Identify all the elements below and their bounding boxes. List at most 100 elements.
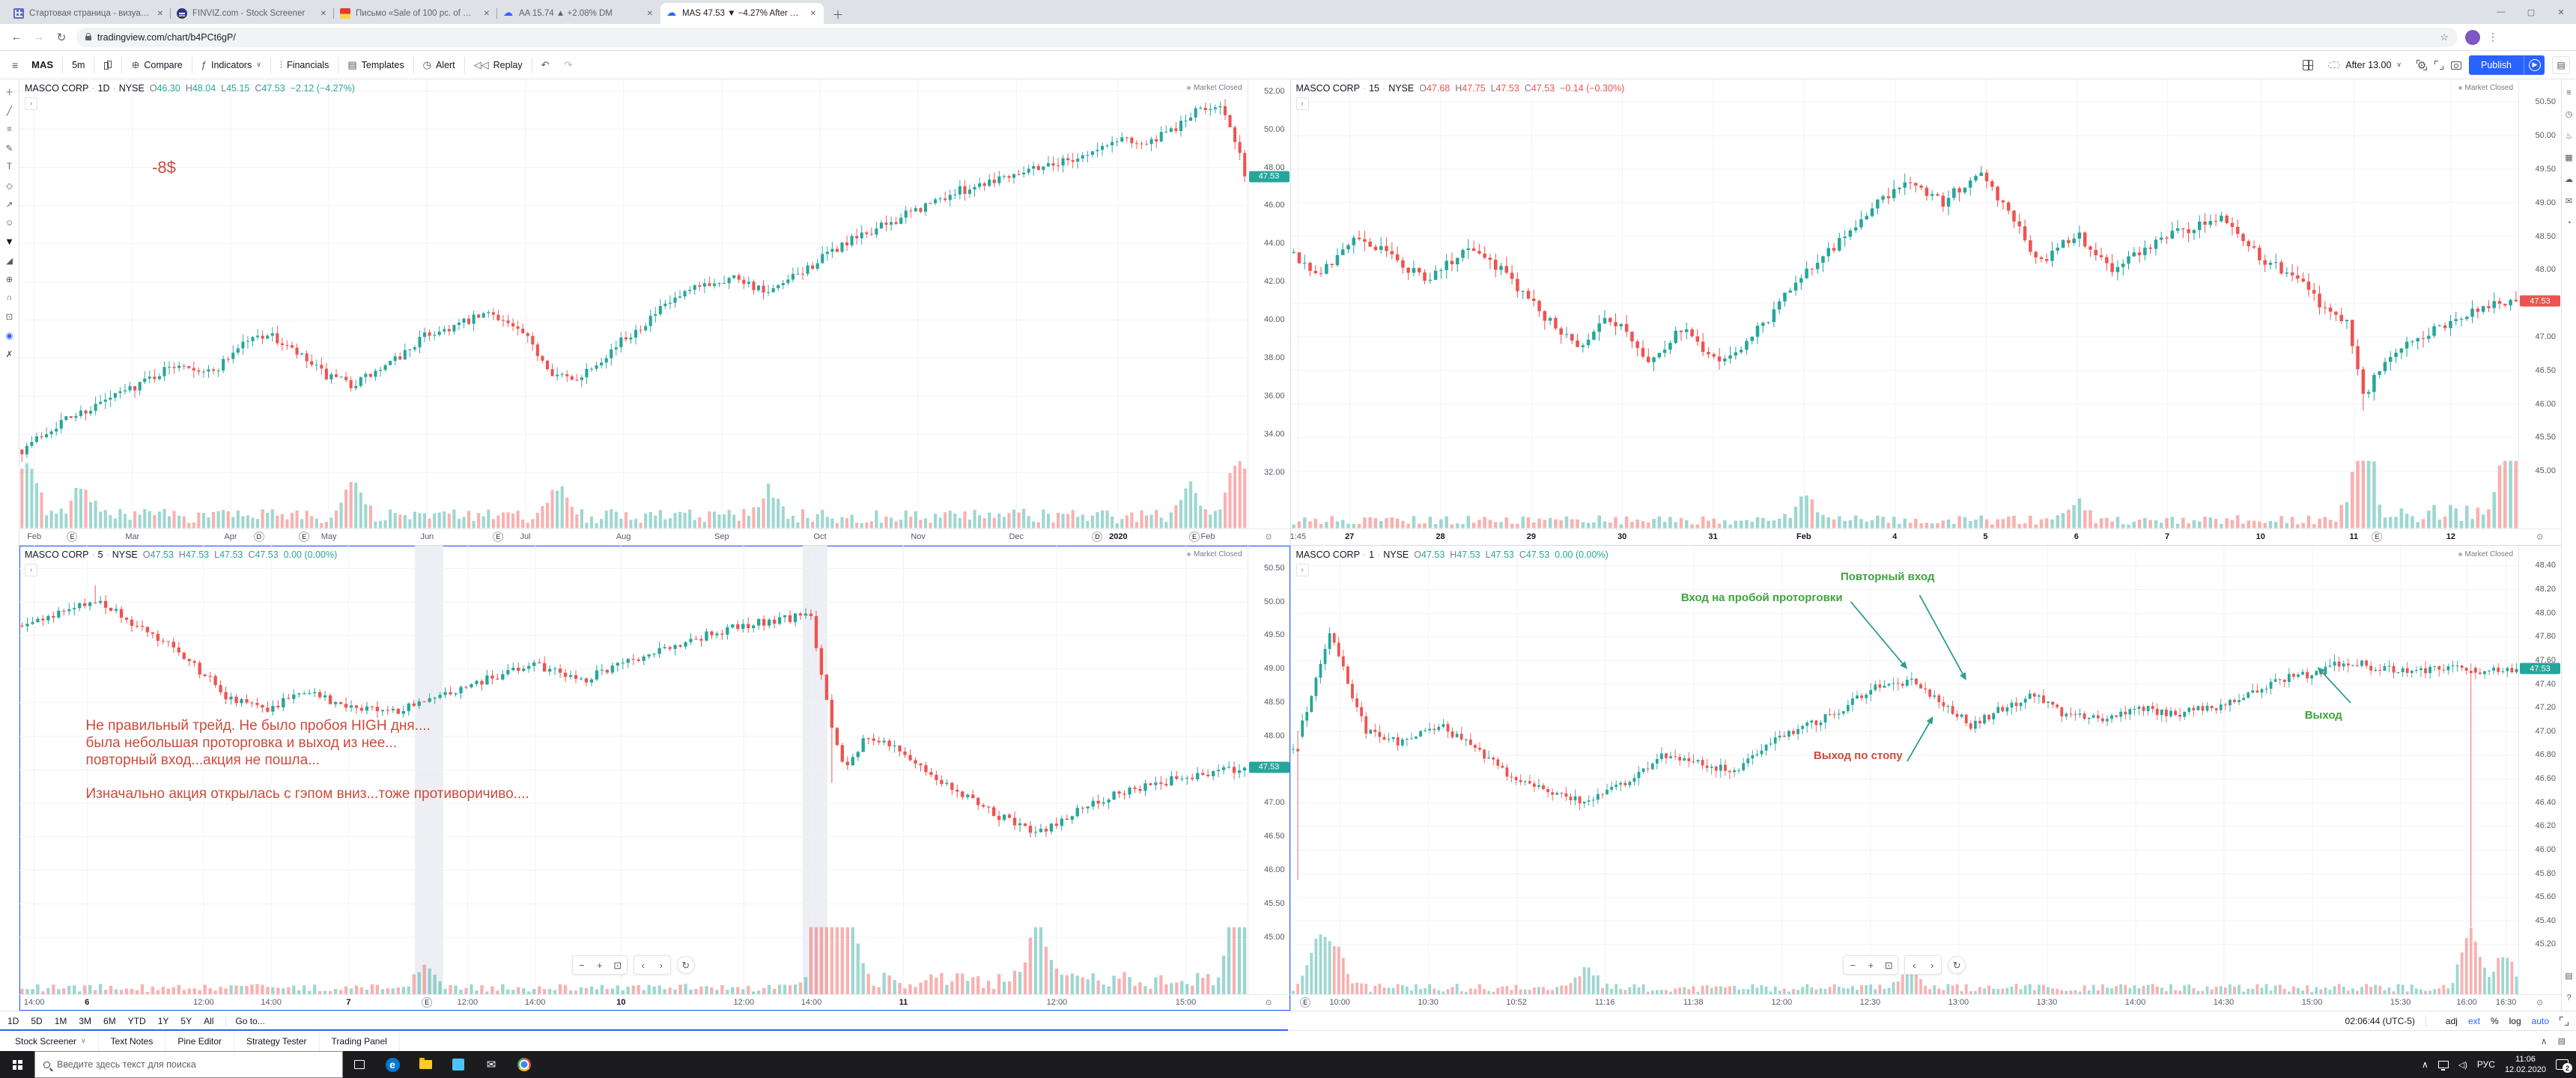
remove-drawings-tool-icon[interactable]: ✗ — [5, 350, 13, 359]
profile-avatar[interactable] — [2465, 29, 2480, 45]
explorer-button[interactable] — [409, 1051, 442, 1078]
publish-button[interactable]: Publish — [2469, 55, 2524, 75]
axis-settings-icon[interactable]: ⚙ — [2536, 532, 2544, 542]
fib-retracement-tool-icon[interactable]: ≡ — [7, 124, 12, 134]
range-button[interactable]: 1D — [7, 1015, 19, 1026]
earnings-marker[interactable]: E — [422, 997, 433, 1008]
chart-legend[interactable]: MASCO CORP · 5 · NYSE O47.53 H47.53 L47.53 C47.5… — [25, 549, 338, 560]
replay-button[interactable]: ◁◁ Replay — [473, 59, 523, 70]
bookmark-star-icon[interactable]: ☆ — [2440, 31, 2449, 43]
economic-calendar-icon[interactable]: ▦ — [2565, 153, 2573, 162]
my-ideas-icon[interactable]: ☁ — [2565, 175, 2573, 184]
gear-icon-wrap[interactable]: ⚙ — [2416, 58, 2427, 71]
arrow-mark-tool-icon[interactable]: ▼ — [4, 236, 14, 247]
time-axis-2[interactable]: 1:45 27 28 29 30 31 Feb 4 5 6 7 10 11 12 E — [1290, 529, 2519, 545]
settings-gear-icon[interactable]: ⚙ — [2416, 58, 2427, 71]
chart-plot-1[interactable]: -8$ — [19, 79, 1248, 529]
price-scale-1[interactable]: 52.00 50.00 48.00 46.00 44.00 42.00 40.00 38.00… — [1247, 79, 1290, 529]
chrome-button[interactable] — [508, 1051, 541, 1078]
browser-tab[interactable]: AA 15.74 ▲ +2.08% DM ✕ — [496, 3, 660, 24]
goto-button[interactable]: Go to... — [235, 1015, 265, 1026]
percent-toggle[interactable]: % — [2490, 1015, 2499, 1026]
minimize-button[interactable]: — — [2497, 7, 2506, 16]
tab-strategy-tester[interactable]: Strategy Tester — [234, 1031, 320, 1051]
browser-tab-active[interactable]: MAS 47.53 ▼ −4.27% After 13.00 ✕ — [660, 3, 824, 24]
menu-icon[interactable]: ≡ — [12, 58, 19, 71]
tab-pine-editor[interactable]: Pine Editor — [165, 1031, 235, 1051]
new-tab-button[interactable]: ＋ — [832, 8, 844, 22]
reset-chart-button[interactable]: ↻ — [676, 956, 695, 974]
lock-all-tool-icon[interactable]: ⊡ — [5, 312, 13, 322]
back-icon[interactable]: ← — [10, 31, 22, 43]
browser-menu-icon[interactable]: ⋮ — [2488, 31, 2498, 43]
action-center-icon[interactable]: 2 — [2556, 1059, 2572, 1073]
range-button[interactable]: All — [204, 1015, 214, 1026]
browser-tab[interactable]: FINVIZ.com - Stock Screener ✕ — [170, 3, 334, 24]
snapshot-camera-icon[interactable] — [2451, 61, 2461, 70]
earnings-marker[interactable]: E — [67, 531, 78, 542]
search-input[interactable] — [57, 1059, 334, 1070]
maximize-pane-button[interactable]: ⊡ — [609, 956, 627, 974]
object-tree-icon[interactable]: ▤ — [2565, 972, 2573, 981]
network-icon[interactable] — [2437, 1061, 2449, 1071]
measure-tool-icon[interactable]: ◢ — [6, 256, 13, 266]
chart-plot-3[interactable]: Не правильный трейд. Не было пробоя HIGH… — [19, 545, 1248, 994]
extended-hours-toggle[interactable]: ext — [2467, 1015, 2480, 1026]
zoom-out-button[interactable]: − — [573, 956, 591, 974]
chevron-up-icon[interactable]: ∧ — [2540, 1035, 2548, 1047]
fullscreen-icon[interactable] — [2560, 1016, 2569, 1026]
close-icon[interactable]: ✕ — [809, 9, 816, 18]
earnings-marker[interactable]: E — [299, 531, 310, 542]
zoom-out-button[interactable]: − — [1844, 956, 1862, 974]
pattern-tool-icon[interactable]: ◇ — [6, 181, 13, 191]
range-button[interactable]: 6M — [103, 1015, 116, 1026]
redo-button[interactable]: ↷ — [564, 59, 573, 70]
indicators-button[interactable]: ƒ Indicators ∨ — [201, 59, 261, 70]
chart-legend[interactable]: MASCO CORP · 1D · NYSE O46.30 H48.04 L45.15 C47.… — [25, 83, 355, 94]
range-button[interactable]: 5Y — [180, 1015, 192, 1026]
axis-settings-icon[interactable]: ⚙ — [1265, 532, 1272, 542]
close-icon[interactable]: ✕ — [157, 9, 163, 18]
app-button[interactable] — [442, 1051, 475, 1078]
tab-stock-screener[interactable]: Stock Screener ∨ — [3, 1031, 99, 1051]
speaker-icon[interactable]: ◁) — [2458, 1060, 2467, 1070]
tab-trading-panel[interactable]: Trading Panel — [320, 1031, 400, 1051]
edge-button[interactable]: e — [376, 1051, 409, 1078]
interval-button[interactable]: 5m — [72, 59, 85, 70]
help-icon[interactable]: ? — [2566, 993, 2572, 1002]
watchlist-icon[interactable]: ≡ — [2566, 88, 2572, 97]
publish-play-button[interactable]: ▶ — [2524, 55, 2545, 75]
panel-list-icon[interactable]: ▤ — [2552, 55, 2570, 74]
pane-expand-button[interactable]: › — [25, 563, 37, 576]
chart-style-button[interactable] — [96, 55, 120, 75]
url-field[interactable]: tradingview.com/chart/b4PCt6gP/ ☆ — [76, 27, 2458, 47]
notifications-icon[interactable]: ◔ — [2566, 218, 2572, 228]
compare-button[interactable]: ⊕ Compare — [131, 59, 183, 70]
tab-text-notes[interactable]: Text Notes — [99, 1031, 166, 1051]
brush-tool-icon[interactable]: ✎ — [5, 144, 13, 153]
browser-tab[interactable]: Письмо «Sale of 100 pc. of MAS. ✕ — [333, 3, 497, 24]
maximize-button[interactable]: ▢ — [2527, 7, 2536, 17]
taskbar-clock[interactable]: 11:06 12.02.2020 — [2504, 1054, 2546, 1074]
emoji-tool-icon[interactable]: ☺ — [4, 218, 14, 228]
browser-tab[interactable]: Стартовая страница - визуальн ✕ — [7, 3, 171, 24]
trend-line-tool-icon[interactable]: ╱ — [7, 106, 12, 116]
close-icon[interactable]: ✕ — [646, 9, 653, 18]
price-scale-4[interactable]: 48.40 48.20 48.00 47.80 47.60 47.40 47.20 47.00… — [2518, 545, 2561, 994]
templates-button[interactable]: ▤ Templates — [347, 59, 404, 70]
forecast-tool-icon[interactable]: ↗ — [5, 200, 13, 210]
scroll-right-button[interactable]: › — [1923, 956, 1941, 974]
forward-icon[interactable]: → — [33, 31, 45, 43]
chart-legend[interactable]: MASCO CORP · 1 · NYSE O47.53 H47.53 L47.53 C47.5… — [1295, 549, 1609, 560]
axis-settings-icon[interactable]: ⚙ — [1265, 999, 1272, 1008]
taskbar-search[interactable] — [34, 1051, 343, 1078]
range-button[interactable]: YTD — [127, 1015, 146, 1026]
earnings-marker[interactable]: D — [253, 531, 264, 542]
earnings-marker[interactable]: E — [2372, 531, 2383, 542]
layout-name-button[interactable]: After 13.00 ∨ — [2321, 55, 2409, 75]
tray-chevron-up-icon[interactable]: ∧ — [2421, 1059, 2428, 1070]
earnings-marker[interactable]: E — [1300, 997, 1311, 1008]
public-chats-icon[interactable]: ✉ — [2565, 197, 2573, 206]
start-button[interactable] — [0, 1051, 34, 1078]
panel-maximize-icon[interactable]: ▤ — [2557, 1036, 2566, 1046]
